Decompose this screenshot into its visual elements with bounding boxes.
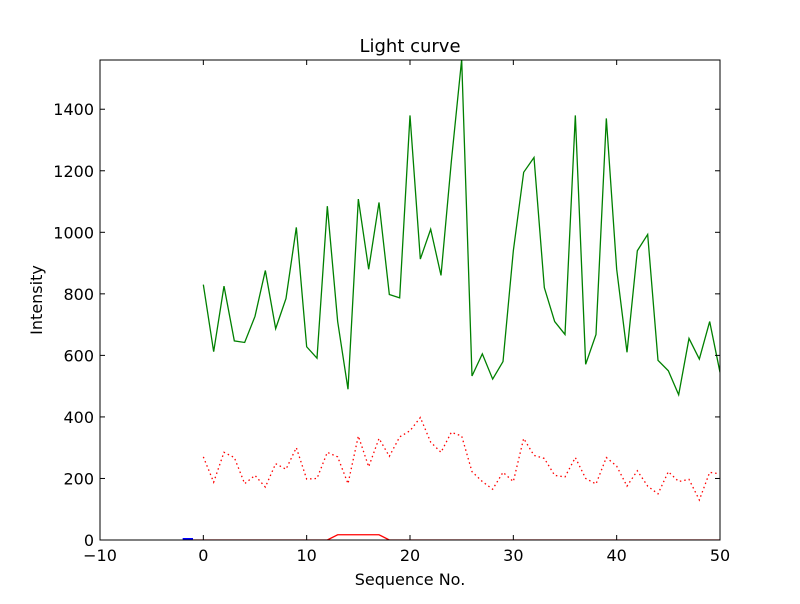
y-tick-label: 400 (63, 408, 94, 427)
y-tick-label: 0 (84, 531, 94, 550)
series-line-1 (202, 60, 720, 397)
x-tick-label: 50 (710, 546, 730, 565)
y-tick-label: 1000 (53, 223, 94, 242)
series-line-3 (193, 534, 720, 540)
x-axis-label: Sequence No. (355, 570, 466, 589)
x-tick-label: 10 (296, 546, 316, 565)
y-tick-label: 200 (63, 469, 94, 488)
x-tick-label: 40 (606, 546, 626, 565)
y-tick-label: 1200 (53, 162, 94, 181)
chart-title: Light curve (359, 36, 460, 57)
y-tick-label: 600 (63, 346, 94, 365)
x-tick-label: −10 (83, 546, 117, 565)
y-tick-label: 1400 (53, 100, 94, 119)
x-tick-label: 20 (400, 546, 420, 565)
y-tick-label: 800 (63, 285, 94, 304)
x-tick-label: 0 (198, 546, 208, 565)
y-axis-label: Intensity (27, 265, 46, 335)
x-tick-label: 30 (503, 546, 523, 565)
